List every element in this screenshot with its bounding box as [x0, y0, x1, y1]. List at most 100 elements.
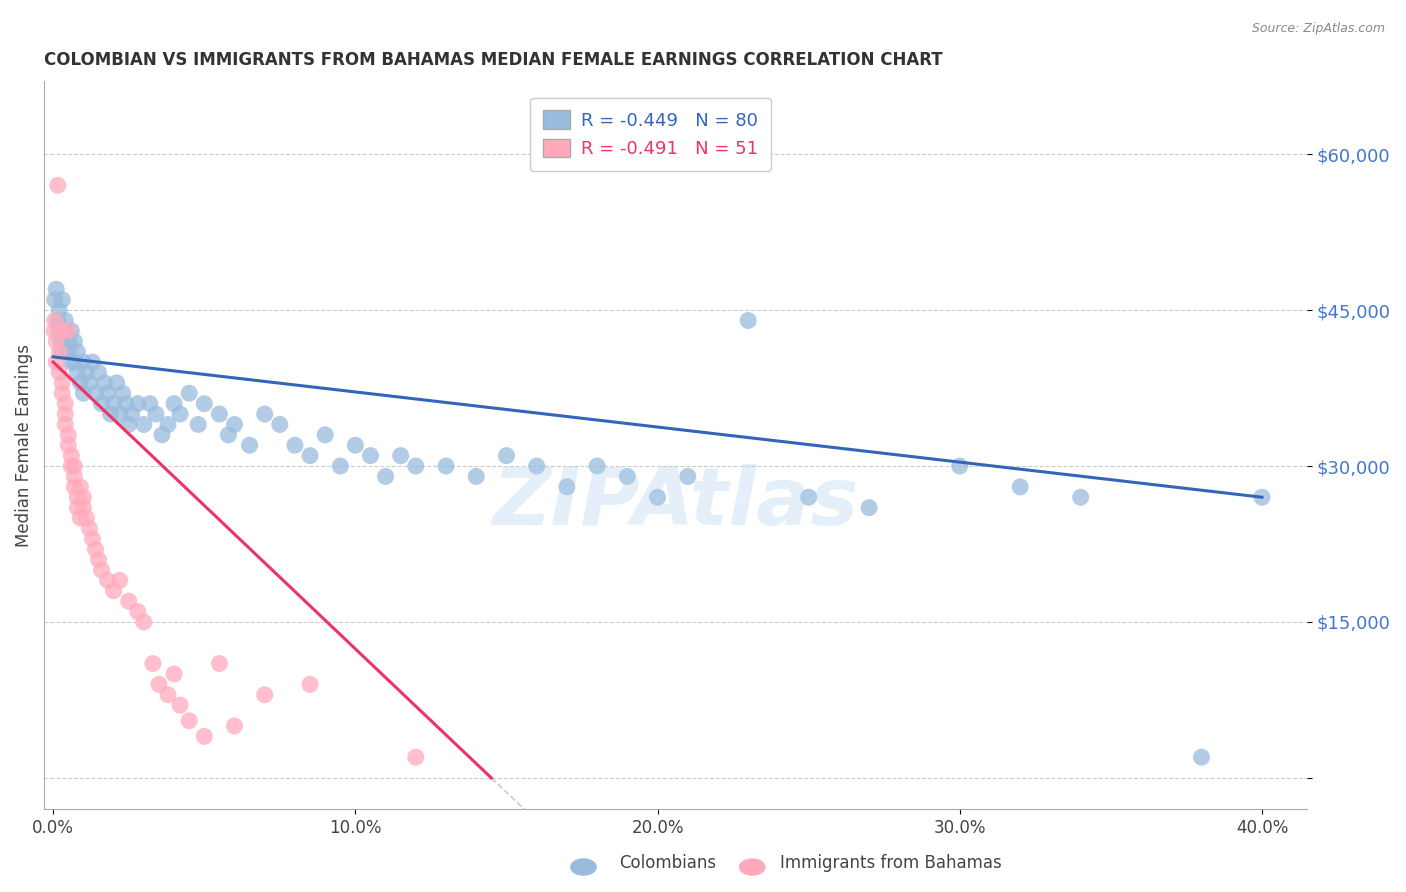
Point — [217, 427, 239, 442]
Point — [45, 282, 67, 296]
Point — [72, 490, 94, 504]
Point — [108, 574, 131, 588]
Point — [51, 293, 73, 307]
Point — [139, 397, 162, 411]
Point — [224, 719, 246, 733]
Point — [797, 490, 820, 504]
Point — [45, 334, 67, 349]
Point — [105, 376, 128, 390]
Point — [66, 490, 89, 504]
Point — [132, 615, 155, 629]
Point — [75, 366, 97, 380]
Point — [69, 511, 91, 525]
Legend: R = -0.449   N = 80, R = -0.491   N = 51: R = -0.449 N = 80, R = -0.491 N = 51 — [530, 97, 770, 170]
Point — [208, 407, 231, 421]
Point — [58, 344, 80, 359]
Point — [60, 458, 83, 473]
Point — [179, 714, 201, 728]
Point — [46, 313, 69, 327]
Point — [253, 688, 276, 702]
Point — [111, 386, 134, 401]
Point — [63, 334, 86, 349]
Point — [45, 355, 67, 369]
Point — [156, 688, 179, 702]
Point — [616, 469, 638, 483]
Point — [148, 677, 170, 691]
Point — [121, 407, 143, 421]
Y-axis label: Median Female Earnings: Median Female Earnings — [15, 343, 32, 547]
Point — [58, 427, 80, 442]
Point — [72, 500, 94, 515]
Point — [132, 417, 155, 432]
Point — [253, 407, 276, 421]
Text: Colombians: Colombians — [619, 855, 716, 872]
Point — [48, 324, 70, 338]
Point — [51, 386, 73, 401]
Point — [72, 386, 94, 401]
Point — [48, 344, 70, 359]
Point — [193, 397, 215, 411]
Point — [51, 344, 73, 359]
Point — [314, 427, 336, 442]
Point — [87, 366, 110, 380]
Point — [69, 376, 91, 390]
Point — [66, 366, 89, 380]
Point — [374, 469, 396, 483]
Point — [103, 583, 125, 598]
Point — [299, 677, 322, 691]
Point — [169, 407, 191, 421]
Point — [239, 438, 262, 452]
Point — [858, 500, 880, 515]
Point — [84, 386, 107, 401]
Point — [42, 324, 65, 338]
Point — [127, 605, 149, 619]
Text: Source: ZipAtlas.com: Source: ZipAtlas.com — [1251, 22, 1385, 36]
Point — [53, 313, 76, 327]
Point — [87, 552, 110, 566]
Point — [53, 407, 76, 421]
Point — [58, 324, 80, 338]
Point — [224, 417, 246, 432]
Point — [60, 324, 83, 338]
Point — [63, 458, 86, 473]
Point — [75, 511, 97, 525]
Point — [82, 355, 104, 369]
Point — [79, 376, 101, 390]
Point — [1070, 490, 1092, 504]
Point — [465, 469, 488, 483]
Point — [299, 449, 322, 463]
Point — [949, 458, 972, 473]
Point — [53, 417, 76, 432]
Point — [156, 417, 179, 432]
Point — [329, 458, 352, 473]
Point — [66, 500, 89, 515]
Point — [495, 449, 517, 463]
Point — [208, 657, 231, 671]
Point — [118, 417, 141, 432]
Point — [169, 698, 191, 713]
Point — [93, 376, 115, 390]
Point — [127, 397, 149, 411]
Point — [269, 417, 291, 432]
Point — [44, 313, 66, 327]
Point — [405, 458, 427, 473]
Point — [49, 334, 72, 349]
Point — [97, 386, 120, 401]
Point — [145, 407, 167, 421]
Point — [150, 427, 173, 442]
Point — [359, 449, 381, 463]
Point — [103, 397, 125, 411]
Point — [79, 521, 101, 535]
Point — [586, 458, 609, 473]
Point — [53, 397, 76, 411]
Point — [114, 397, 136, 411]
Point — [179, 386, 201, 401]
Point — [69, 480, 91, 494]
Point — [555, 480, 578, 494]
Point — [44, 293, 66, 307]
Point — [163, 397, 186, 411]
Point — [66, 344, 89, 359]
Point — [48, 303, 70, 318]
Point — [51, 324, 73, 338]
Point — [60, 355, 83, 369]
